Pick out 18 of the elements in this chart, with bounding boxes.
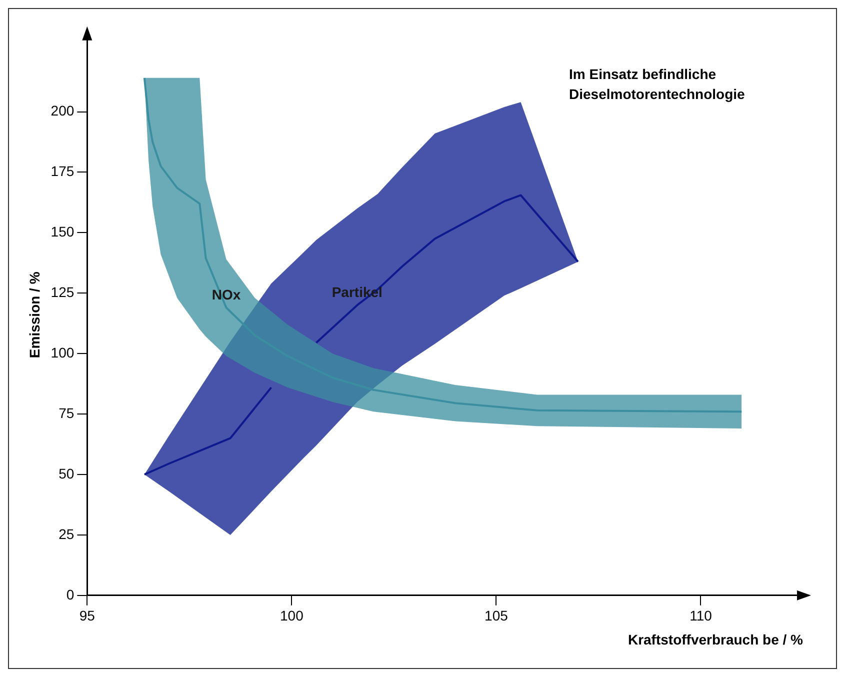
x-tick-label: 110 bbox=[690, 608, 712, 624]
series-label: Partikel bbox=[332, 284, 382, 300]
y-tick-label: 100 bbox=[50, 344, 74, 360]
y-tick-label: 0 bbox=[66, 586, 74, 602]
y-tick-label: 125 bbox=[50, 284, 74, 300]
text: Im Einsatz befindliche Dieselmotorentechnologie bbox=[569, 65, 746, 104]
y-tick-label: 50 bbox=[58, 465, 74, 482]
y-tick-label: 25 bbox=[58, 526, 74, 542]
x-tick-label: 95 bbox=[79, 608, 96, 624]
y-tick-label: 175 bbox=[50, 163, 74, 180]
x-axis-title: Kraftstoffverbrauch be / % bbox=[628, 631, 804, 648]
series-label: NOx bbox=[212, 286, 241, 303]
y-tick-label: 150 bbox=[50, 224, 74, 240]
x-tick-label: 105 bbox=[484, 608, 508, 624]
x-tick-label: 100 bbox=[280, 608, 304, 624]
y-tick-label: 75 bbox=[58, 404, 74, 421]
y-tick-label: 200 bbox=[50, 102, 74, 119]
y-axis-title: Emission / % bbox=[26, 271, 42, 358]
